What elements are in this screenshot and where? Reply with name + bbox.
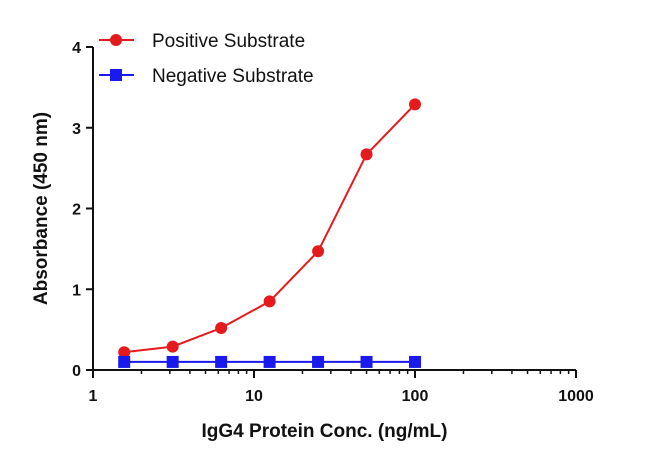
x-tick-label: 1 <box>89 388 98 405</box>
y-ticks: 0 1 2 3 4 <box>72 40 93 380</box>
series-line-0 <box>124 103 416 354</box>
x-tick-label: 1000 <box>558 388 594 405</box>
series-layer <box>118 98 421 368</box>
y-tick-label: 3 <box>72 121 81 138</box>
y-axis-title: Absorbance (450 nm) <box>31 112 52 305</box>
data-point-negative <box>166 355 179 368</box>
data-point-positive <box>166 340 179 353</box>
data-point-positive <box>360 148 373 161</box>
legend: Positive Substrate Negative Substrate <box>99 31 314 87</box>
data-point-positive <box>409 98 421 111</box>
legend-label-negative: Negative Substrate <box>152 66 314 87</box>
y-tick-label: 1 <box>72 282 81 299</box>
legend-marker-negative <box>110 69 122 81</box>
data-point-negative <box>215 355 228 368</box>
legend-item-positive-substrate: Positive Substrate <box>99 31 305 52</box>
x-ticks: 1 10 100 1000 <box>89 370 594 405</box>
y-tick-label: 4 <box>72 40 81 57</box>
data-point-negative <box>409 355 421 368</box>
data-point-positive <box>215 322 228 335</box>
legend-item-negative-substrate: Negative Substrate <box>99 66 314 87</box>
data-point-negative <box>312 355 325 368</box>
x-tick-label: 100 <box>402 388 429 405</box>
data-point-negative <box>118 355 131 368</box>
data-point-negative <box>263 355 276 368</box>
y-tick-label: 0 <box>72 363 81 380</box>
legend-label-positive: Positive Substrate <box>152 31 305 52</box>
x-tick-label: 10 <box>245 388 263 405</box>
axes <box>92 47 576 371</box>
y-tick-label: 2 <box>72 202 81 219</box>
data-point-positive <box>312 245 325 258</box>
legend-marker-positive <box>110 34 122 46</box>
data-point-negative <box>360 355 373 368</box>
x-axis-title: IgG4 Protein Conc. (ng/mL) <box>202 421 448 442</box>
data-point-positive <box>118 346 131 359</box>
data-point-positive <box>263 295 276 308</box>
